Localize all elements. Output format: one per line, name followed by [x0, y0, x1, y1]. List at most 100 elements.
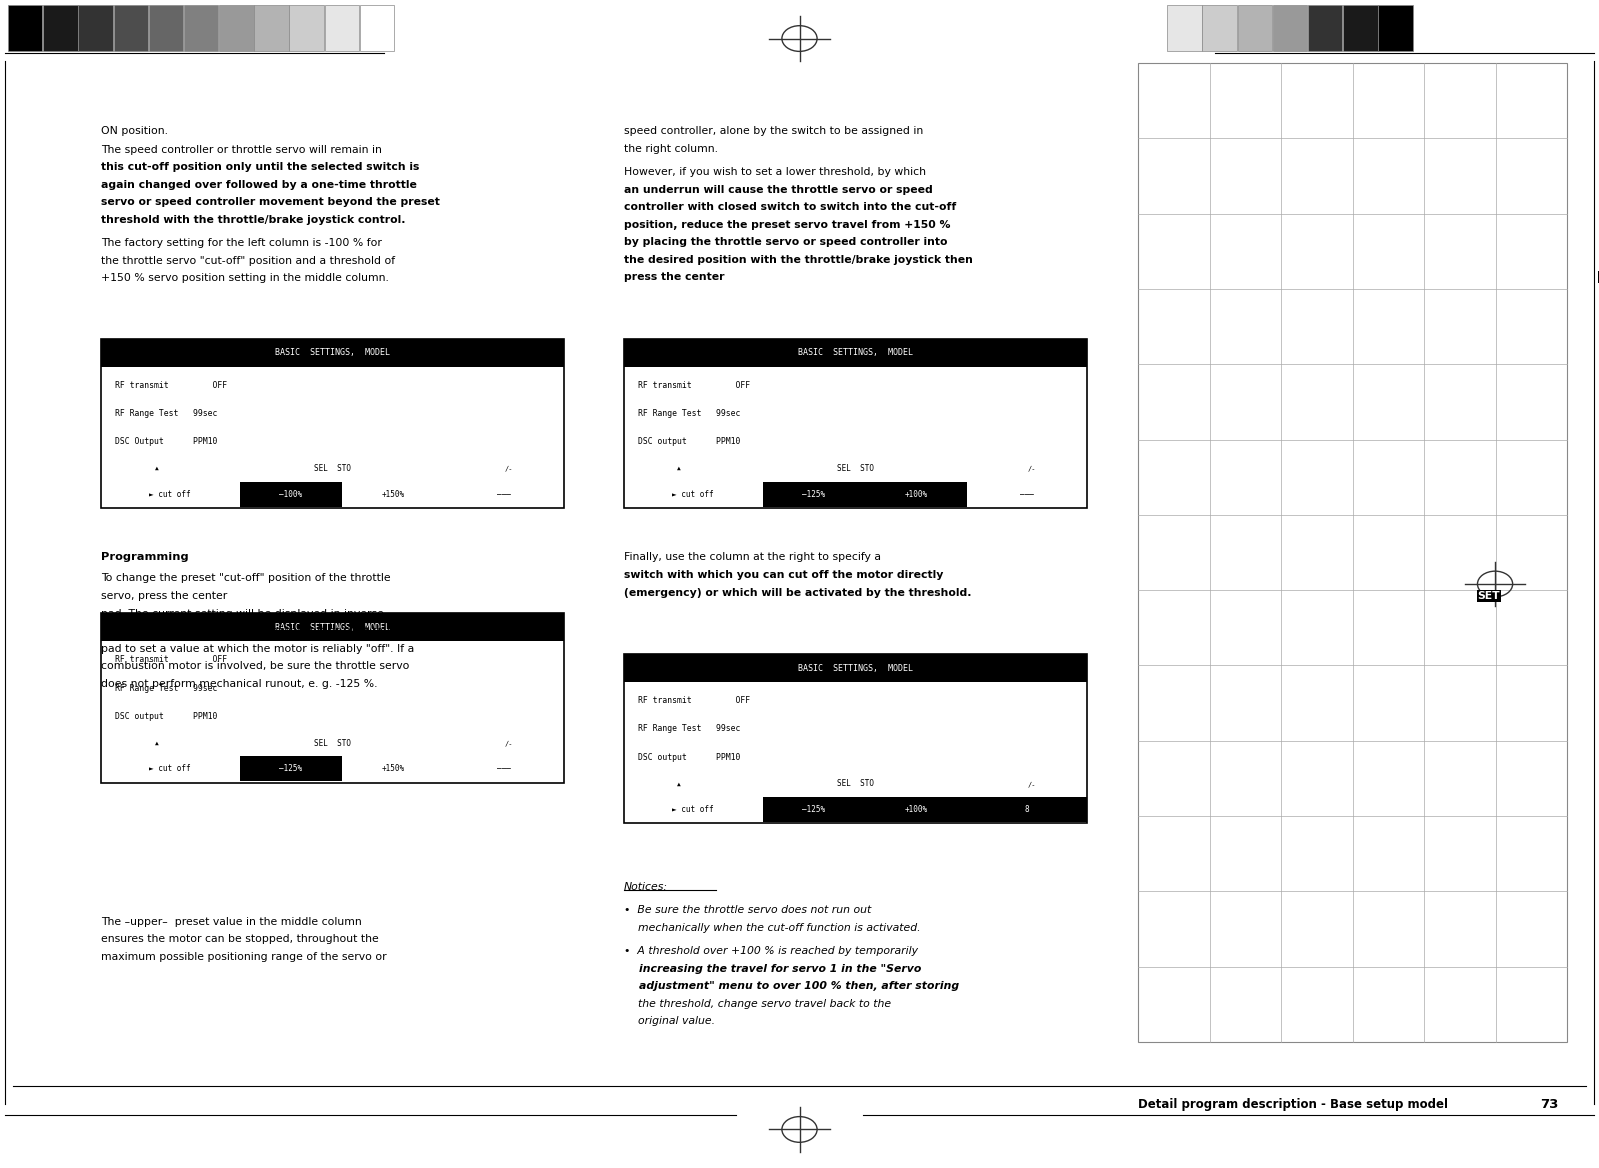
Bar	[624, 339, 1087, 508]
Bar	[325, 5, 360, 51]
Bar	[624, 654, 1087, 682]
Text: ———: ———	[1020, 489, 1035, 499]
Text: DSC output      PPM10: DSC output PPM10	[638, 752, 740, 762]
Text: RF Range Test   99sec: RF Range Test 99sec	[638, 724, 740, 734]
Text: DSC Output      PPM10: DSC Output PPM10	[115, 437, 217, 446]
Text: ∕-: ∕-	[1028, 466, 1036, 472]
Text: +150 % servo position setting in the middle column.: +150 % servo position setting in the mid…	[101, 273, 389, 284]
Text: Detail program description - Base setup model: Detail program description - Base setup …	[1138, 1098, 1449, 1111]
Text: SEL  STO: SEL STO	[836, 779, 875, 788]
Text: ———: ———	[497, 764, 512, 773]
Bar	[624, 654, 1087, 823]
Text: combustion motor is involved, be sure the throttle servo: combustion motor is involved, be sure th…	[101, 661, 409, 672]
Text: RF Range Test   99sec: RF Range Test 99sec	[638, 409, 740, 418]
Text: ▲: ▲	[155, 466, 158, 471]
Text: servo, press the center: servo, press the center	[101, 591, 230, 602]
Text: adjustment" menu to over 100 % then, after storing: adjustment" menu to over 100 % then, aft…	[624, 981, 959, 992]
Text: RF transmit         OFF: RF transmit OFF	[638, 381, 750, 390]
Text: threshold with the throttle/brake joystick control.: threshold with the throttle/brake joysti…	[101, 215, 405, 225]
Text: ▲: ▲	[678, 466, 681, 471]
Text: BASIC  SETTINGS,  MODEL: BASIC SETTINGS, MODEL	[798, 348, 913, 357]
Text: BASIC  SETTINGS,  MODEL: BASIC SETTINGS, MODEL	[275, 348, 390, 357]
Text: servo or speed controller movement beyond the preset: servo or speed controller movement beyon…	[101, 197, 440, 208]
Text: +150%: +150%	[381, 489, 405, 499]
Bar	[1273, 5, 1308, 51]
Text: RF transmit         OFF: RF transmit OFF	[115, 655, 227, 665]
Bar	[289, 5, 325, 51]
Text: However, if you wish to set a lower threshold, by which: However, if you wish to set a lower thre…	[624, 167, 926, 178]
Bar	[1138, 63, 1567, 1042]
Text: BASIC  SETTINGS,  MODEL: BASIC SETTINGS, MODEL	[798, 663, 913, 673]
Bar	[624, 339, 1087, 367]
Bar	[114, 5, 149, 51]
Text: does not perform mechanical runout, e. g. -125 %.: does not perform mechanical runout, e. g…	[101, 679, 377, 689]
Text: increasing the travel for servo 1 in the "Servo: increasing the travel for servo 1 in the…	[624, 964, 921, 974]
Text: position, reduce the preset servo travel from +150 %: position, reduce the preset servo travel…	[624, 220, 950, 230]
Text: RF Range Test   99sec: RF Range Test 99sec	[115, 409, 217, 418]
Text: SEL  STO: SEL STO	[313, 464, 352, 473]
Text: ▲: ▲	[678, 781, 681, 786]
Bar	[240, 757, 342, 781]
Text: speed controller, alone by the switch to be assigned in: speed controller, alone by the switch to…	[624, 126, 923, 137]
Text: ON position.: ON position.	[101, 126, 168, 137]
Text: –100%: –100%	[280, 489, 302, 499]
Text: To change the preset "cut-off" position of the throttle: To change the preset "cut-off" position …	[101, 573, 390, 584]
Text: +100%: +100%	[903, 805, 927, 814]
Text: SEL  STO: SEL STO	[836, 464, 875, 473]
Text: an underrun will cause the throttle servo or speed: an underrun will cause the throttle serv…	[624, 185, 932, 195]
Bar	[101, 613, 564, 783]
Text: 8: 8	[1025, 805, 1030, 814]
Text: this cut-off position only until the selected switch is: this cut-off position only until the sel…	[101, 162, 419, 173]
Bar	[1378, 5, 1414, 51]
Bar	[967, 798, 1087, 822]
Text: –125%: –125%	[280, 764, 302, 773]
Bar	[101, 339, 564, 367]
Bar	[78, 5, 114, 51]
Text: switch with which you can cut off the motor directly: switch with which you can cut off the mo…	[624, 570, 943, 580]
Bar	[149, 5, 184, 51]
Text: ensures the motor can be stopped, throughout the: ensures the motor can be stopped, throug…	[101, 934, 379, 945]
Bar	[1167, 5, 1202, 51]
Text: ▲: ▲	[155, 741, 158, 745]
Bar	[865, 798, 967, 822]
Text: ∕-: ∕-	[1028, 781, 1036, 787]
Text: Finally, use the column at the right to specify a: Finally, use the column at the right to …	[624, 552, 881, 563]
Text: –125%: –125%	[803, 489, 825, 499]
Bar	[254, 5, 289, 51]
Text: ∕-: ∕-	[505, 466, 513, 472]
Text: again changed over followed by a one-time throttle: again changed over followed by a one-tim…	[101, 180, 417, 190]
Bar	[1238, 5, 1273, 51]
Text: –125%: –125%	[803, 805, 825, 814]
Bar	[360, 5, 395, 51]
Text: •  A threshold over +100 % is reached by temporarily: • A threshold over +100 % is reached by …	[624, 946, 918, 957]
Bar	[219, 5, 254, 51]
Text: maximum possible positioning range of the servo or: maximum possible positioning range of th…	[101, 952, 387, 962]
Bar	[865, 482, 967, 507]
Bar	[101, 613, 564, 641]
Text: •  Be sure the throttle servo does not run out: • Be sure the throttle servo does not ru…	[624, 905, 871, 916]
Text: 73: 73	[1540, 1098, 1557, 1111]
Text: ► cut off: ► cut off	[672, 805, 715, 814]
Bar	[763, 482, 865, 507]
Text: ► cut off: ► cut off	[672, 489, 715, 499]
Text: ► cut off: ► cut off	[149, 764, 192, 773]
Bar	[43, 5, 78, 51]
Text: controller with closed switch to switch into the cut-off: controller with closed switch to switch …	[624, 202, 956, 213]
Text: BASIC  SETTINGS,  MODEL: BASIC SETTINGS, MODEL	[275, 623, 390, 632]
Text: RF transmit         OFF: RF transmit OFF	[638, 696, 750, 705]
Bar	[1202, 5, 1238, 51]
Text: SEL  STO: SEL STO	[313, 738, 352, 748]
Bar	[240, 482, 342, 507]
Text: (emergency) or which will be activated by the threshold.: (emergency) or which will be activated b…	[624, 588, 971, 598]
Bar	[184, 5, 219, 51]
Text: the throttle servo "cut-off" position and a threshold of: the throttle servo "cut-off" position an…	[101, 256, 395, 266]
Text: DSC output      PPM10: DSC output PPM10	[115, 711, 217, 721]
Text: the desired position with the throttle/brake joystick then: the desired position with the throttle/b…	[624, 255, 972, 265]
Text: The factory setting for the left column is -100 % for: The factory setting for the left column …	[101, 238, 382, 249]
Text: pad to set a value at which the motor is reliably "off". If a: pad to set a value at which the motor is…	[101, 644, 414, 654]
Text: The –upper–  preset value in the middle column: The –upper– preset value in the middle c…	[101, 917, 361, 927]
Text: the threshold, change servo travel back to the: the threshold, change servo travel back …	[624, 999, 891, 1009]
Text: by placing the throttle servo or speed controller into: by placing the throttle servo or speed c…	[624, 237, 947, 248]
Text: SET: SET	[1477, 591, 1500, 602]
Bar	[763, 798, 865, 822]
